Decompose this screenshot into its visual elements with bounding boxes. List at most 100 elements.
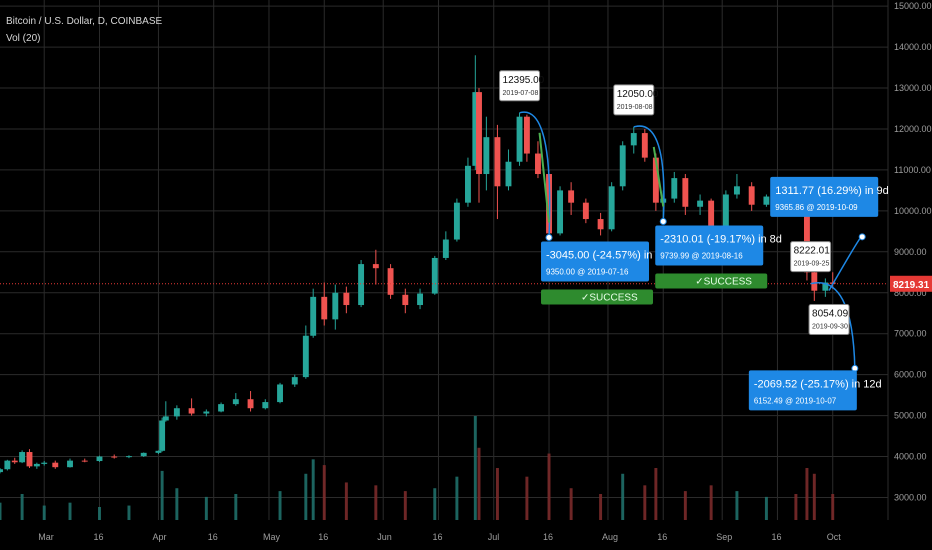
forecast-change: 1311.77 (16.29%) in 9d: [775, 185, 889, 197]
candle-body: [822, 282, 829, 291]
time-axis: Mar 16 Apr 16 May 16 Jun 16 Jul 16 Aug 16 Sep 16 Oct: [38, 532, 841, 542]
candle-body: [162, 416, 169, 421]
candle-body: [630, 133, 637, 146]
candle-body: [232, 399, 239, 405]
forecast-box: [748, 370, 857, 411]
price-tick-label: 6000.00: [894, 370, 927, 380]
price-label-date: 2019-09-30: [812, 324, 848, 331]
candle-body: [302, 335, 309, 378]
candle-body: [321, 296, 328, 320]
forecast-curve: [633, 125, 665, 222]
volume-bar: [569, 488, 573, 520]
forecast-change: -2310.01 (-19.17%) in 8d: [660, 234, 782, 246]
candle-body: [41, 462, 48, 464]
price-labels: 12395.00 2019-07-08 12050.00 2019-08-08 8222…: [499, 70, 850, 336]
time-tick-label: Sep: [716, 532, 732, 542]
candle-body: [372, 264, 379, 269]
candle-body: [387, 268, 394, 295]
time-tick-label: 16: [432, 532, 442, 542]
volume-bar: [433, 488, 437, 520]
candle-body: [155, 450, 162, 453]
forecast-target-dot: [858, 233, 866, 241]
volume-bar: [709, 485, 713, 520]
candle-body: [483, 137, 490, 175]
candle-body: [26, 452, 33, 467]
candle-body: [277, 384, 283, 403]
time-tick-label: 16: [543, 532, 553, 542]
price-tick-label: 7000.00: [894, 329, 927, 339]
volume-bar: [643, 485, 647, 520]
volume-bar: [98, 507, 101, 520]
volume-bar: [68, 502, 72, 520]
candle-body: [708, 200, 715, 232]
candle-body: [96, 456, 103, 462]
candle-body: [597, 219, 604, 230]
candle-body: [763, 196, 770, 205]
candle-body: [442, 239, 449, 258]
price-tick-label: 4000.00: [894, 452, 927, 462]
success-badge: [655, 273, 768, 289]
candle-body: [431, 257, 438, 294]
candle-body: [33, 463, 40, 467]
candle-body: [159, 420, 166, 451]
time-tick-label: 16: [208, 532, 218, 542]
price-tick-label: 12000.00: [894, 124, 932, 134]
volume-bar: [374, 485, 378, 520]
volume-bar: [495, 468, 499, 520]
volume-bar: [764, 496, 768, 520]
volume-bar: [805, 468, 809, 520]
price-label-date: 2019-07-08: [503, 90, 539, 97]
current-price-badge: [890, 275, 932, 292]
volume-bar: [278, 491, 282, 520]
candle-body: [262, 402, 269, 409]
volume-bar: [311, 459, 315, 520]
candle-body: [671, 178, 678, 199]
volume-bar: [455, 476, 459, 520]
volume-bar: [20, 494, 24, 520]
price-tick-label: 5000.00: [894, 411, 927, 421]
volume-bar: [794, 494, 798, 520]
forecast-target: 9365.86 @ 2019-10-09: [775, 203, 858, 212]
candle-body: [641, 133, 648, 158]
price-label-box: [790, 241, 832, 273]
candle-body: [523, 116, 530, 154]
candle-body: [733, 186, 740, 195]
time-tick-label: Apr: [152, 532, 166, 542]
current-price-label: 8219.31: [893, 280, 930, 291]
candle-body: [535, 153, 541, 175]
candle-body: [582, 202, 589, 220]
forecast-boxes: -3045.00 (-24.57%) in 8d 9350.00 @ 2019-0…: [541, 176, 889, 411]
candle-body: [505, 161, 512, 187]
forecast-box: [655, 225, 764, 266]
candle-body: [619, 145, 626, 187]
volume-bar: [42, 505, 46, 520]
candle-body: [722, 194, 729, 232]
volume-bars: [0, 416, 835, 520]
candle-body: [203, 411, 210, 414]
volume-bar: [599, 494, 603, 520]
success-badge-label: ✓SUCCESS: [581, 292, 638, 303]
candle-body: [748, 186, 755, 205]
volume-bar: [812, 473, 816, 520]
candle-body: [682, 178, 689, 207]
candle-body: [465, 165, 471, 203]
forecast-target: 6152.49 @ 2019-10-07: [754, 396, 837, 405]
time-tick-label: Aug: [602, 532, 618, 542]
volume-bar: [344, 482, 348, 520]
candle-body: [291, 377, 298, 385]
candle-body: [11, 460, 18, 463]
forecast-box: [541, 241, 650, 282]
candle-body: [81, 460, 88, 462]
volume-bar: [473, 416, 477, 520]
volume-bar: [0, 502, 2, 520]
candle-body: [67, 460, 73, 468]
candle-body: [247, 399, 254, 409]
candle-body: [494, 137, 501, 187]
candle-body: [332, 292, 339, 320]
time-tick-label: 16: [93, 532, 103, 542]
forecast-curve: [828, 234, 864, 291]
price-label-box: [499, 70, 541, 102]
volume-bar: [403, 491, 407, 520]
